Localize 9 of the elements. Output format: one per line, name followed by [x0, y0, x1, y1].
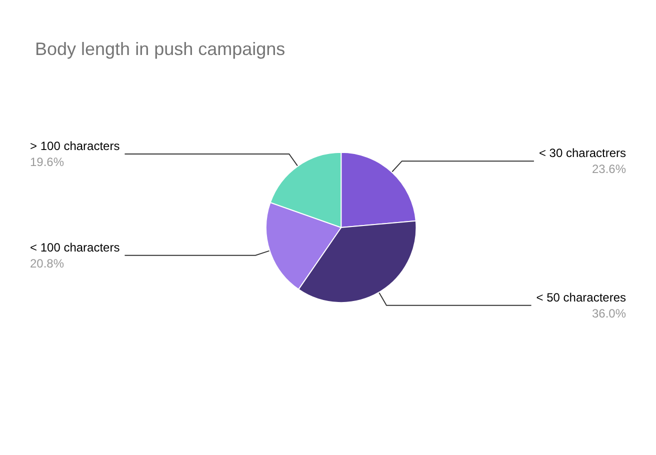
- data-label: 19.6%: [30, 154, 64, 169]
- data-label: 36.0%: [592, 306, 626, 320]
- slice-label: > 100 characters: [30, 138, 120, 153]
- chart-title: Body length in push campaigns: [35, 39, 286, 59]
- slice-label: < 30 charactrers: [538, 146, 626, 160]
- slice-label: < 50 characteres: [536, 290, 626, 304]
- data-label: 23.6%: [592, 162, 626, 176]
- data-label: 20.8%: [30, 256, 64, 270]
- slice-label: < 100 characters: [30, 240, 120, 254]
